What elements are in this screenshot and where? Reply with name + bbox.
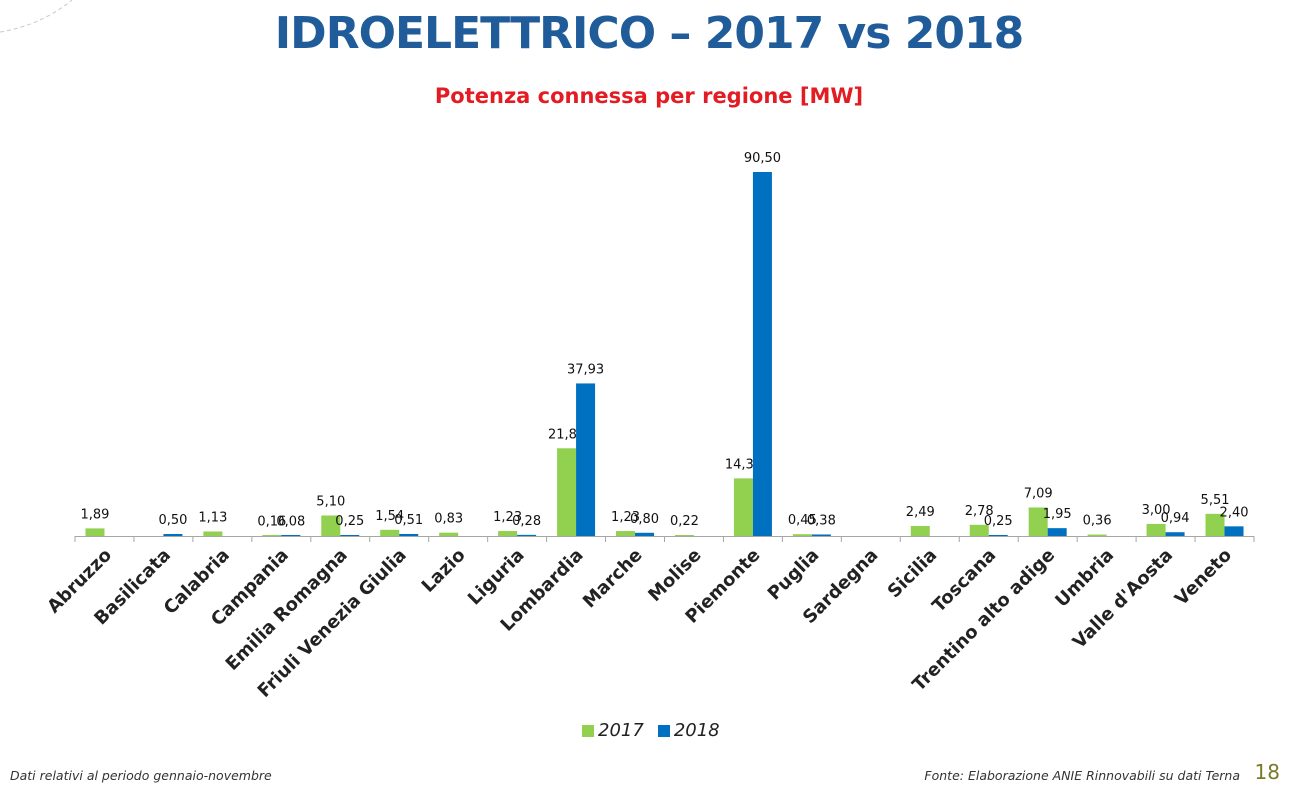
data-label-2017-17: 0,36 [1083, 514, 1112, 529]
legend-item-2018: 2018 [657, 720, 720, 741]
data-label-2017-19: 5,51 [1201, 493, 1230, 508]
data-label-2018-1: 0,50 [158, 513, 187, 528]
bar-2017-2 [203, 531, 223, 536]
legend-swatch-2017 [582, 724, 594, 737]
bar-2017-15 [969, 524, 989, 536]
bar-2018-4 [340, 534, 360, 536]
data-label-2018-7: 0,28 [512, 514, 541, 529]
data-label-2018-12: 0,38 [807, 513, 836, 528]
data-label-2018-4: 0,25 [335, 514, 364, 529]
data-label-2017-16: 7,09 [1024, 486, 1053, 501]
bar-2018-12 [811, 534, 831, 536]
bar-2018-3 [281, 535, 301, 536]
data-label-2017-10: 0,22 [670, 514, 699, 529]
bar-2017-12 [792, 534, 812, 536]
bar-2018-16 [1047, 528, 1067, 536]
bar-2017-0 [85, 528, 105, 536]
x-tick-label-6: Lazio [418, 545, 470, 597]
data-label-2018-16: 1,95 [1043, 507, 1072, 522]
data-label-2018-3: 0,08 [276, 515, 305, 530]
legend-label-2017: 2017 [598, 720, 644, 741]
data-label-2017-14: 2,49 [906, 505, 935, 520]
data-label-2017-5: 1,54 [375, 509, 404, 524]
bar-2018-1 [163, 533, 183, 536]
data-label-2017-4: 5,10 [316, 494, 345, 509]
corner-decoration [0, 0, 73, 33]
legend-swatch-2018 [657, 724, 670, 737]
data-label-2017-12: 0,45 [788, 513, 817, 528]
bar-2017-9 [616, 531, 636, 536]
data-label-2018-8: 37,93 [567, 362, 604, 377]
legend-label-2018: 2018 [673, 720, 720, 741]
bar-2017-10 [674, 535, 694, 536]
x-tick-label-19: Veneto [1171, 545, 1236, 610]
data-label-2017-8: 21,81 [548, 427, 585, 442]
bar-2017-4 [321, 515, 341, 536]
bar-2018-15 [988, 534, 1008, 536]
data-label-2017-18: 3,00 [1142, 503, 1171, 518]
bar-2018-5 [399, 533, 419, 536]
data-label-2017-3: 0,16 [257, 514, 286, 529]
bar-2017-5 [380, 529, 400, 536]
x-tick-label-14: Sicilia [884, 545, 942, 603]
bar-2017-17 [1087, 534, 1107, 536]
chart-legend: 2017 2018 [582, 720, 734, 741]
page-title: IDROELETTRICO – 2017 vs 2018 [274, 8, 1024, 59]
data-label-2018-9: 0,80 [630, 512, 659, 527]
bar-2018-8 [576, 383, 596, 536]
data-label-2018-11: 90,50 [744, 151, 781, 166]
x-tick-label-18: Valle d'Aosta [1069, 545, 1177, 653]
data-label-2017-0: 1,89 [80, 507, 109, 522]
data-label-2018-15: 0,25 [984, 514, 1013, 529]
data-label-2017-15: 2,78 [965, 504, 994, 519]
x-tick-label-12: Puglia [764, 545, 824, 605]
footer-note: Dati relativi al periodo gennaio-novembr… [10, 768, 272, 783]
data-label-2017-9: 1,23 [611, 510, 640, 525]
bar-2018-19 [1224, 526, 1244, 536]
bar-2017-7 [498, 531, 518, 536]
data-label-2017-6: 0,83 [434, 512, 463, 527]
data-label-2018-19: 2,40 [1220, 505, 1249, 520]
bar-2017-8 [557, 448, 577, 536]
page-number: 18 [1254, 760, 1280, 784]
bar-2018-11 [752, 172, 772, 536]
bar-2017-18 [1146, 523, 1166, 536]
bar-2017-3 [262, 535, 282, 536]
bar-2017-16 [1028, 507, 1048, 536]
bar-2018-18 [1165, 532, 1185, 536]
data-label-2017-7: 1,23 [493, 510, 522, 525]
chart-subtitle: Potenza connessa per regione [MW] [434, 84, 864, 108]
bar-2017-11 [733, 478, 753, 536]
bar-2017-19 [1205, 513, 1225, 536]
bar-2017-14 [910, 525, 930, 536]
data-label-2018-18: 0,94 [1161, 511, 1190, 526]
footer-source: Fonte: Elaborazione ANIE Rinnovabili su … [924, 768, 1240, 783]
x-tick-label-9: Marche [579, 545, 647, 613]
data-label-2017-2: 1,13 [198, 510, 227, 525]
data-label-2018-5: 0,51 [394, 513, 423, 528]
data-label-2017-11: 14,33 [725, 457, 762, 472]
bar-chart: 1,89Abruzzo0,50Basilicata1,13Calabria0,1… [43, 151, 1255, 702]
legend-item-2017: 2017 [582, 720, 644, 741]
bar-2018-9 [635, 532, 655, 536]
bar-2017-6 [439, 532, 459, 536]
bar-2018-7 [517, 534, 537, 536]
